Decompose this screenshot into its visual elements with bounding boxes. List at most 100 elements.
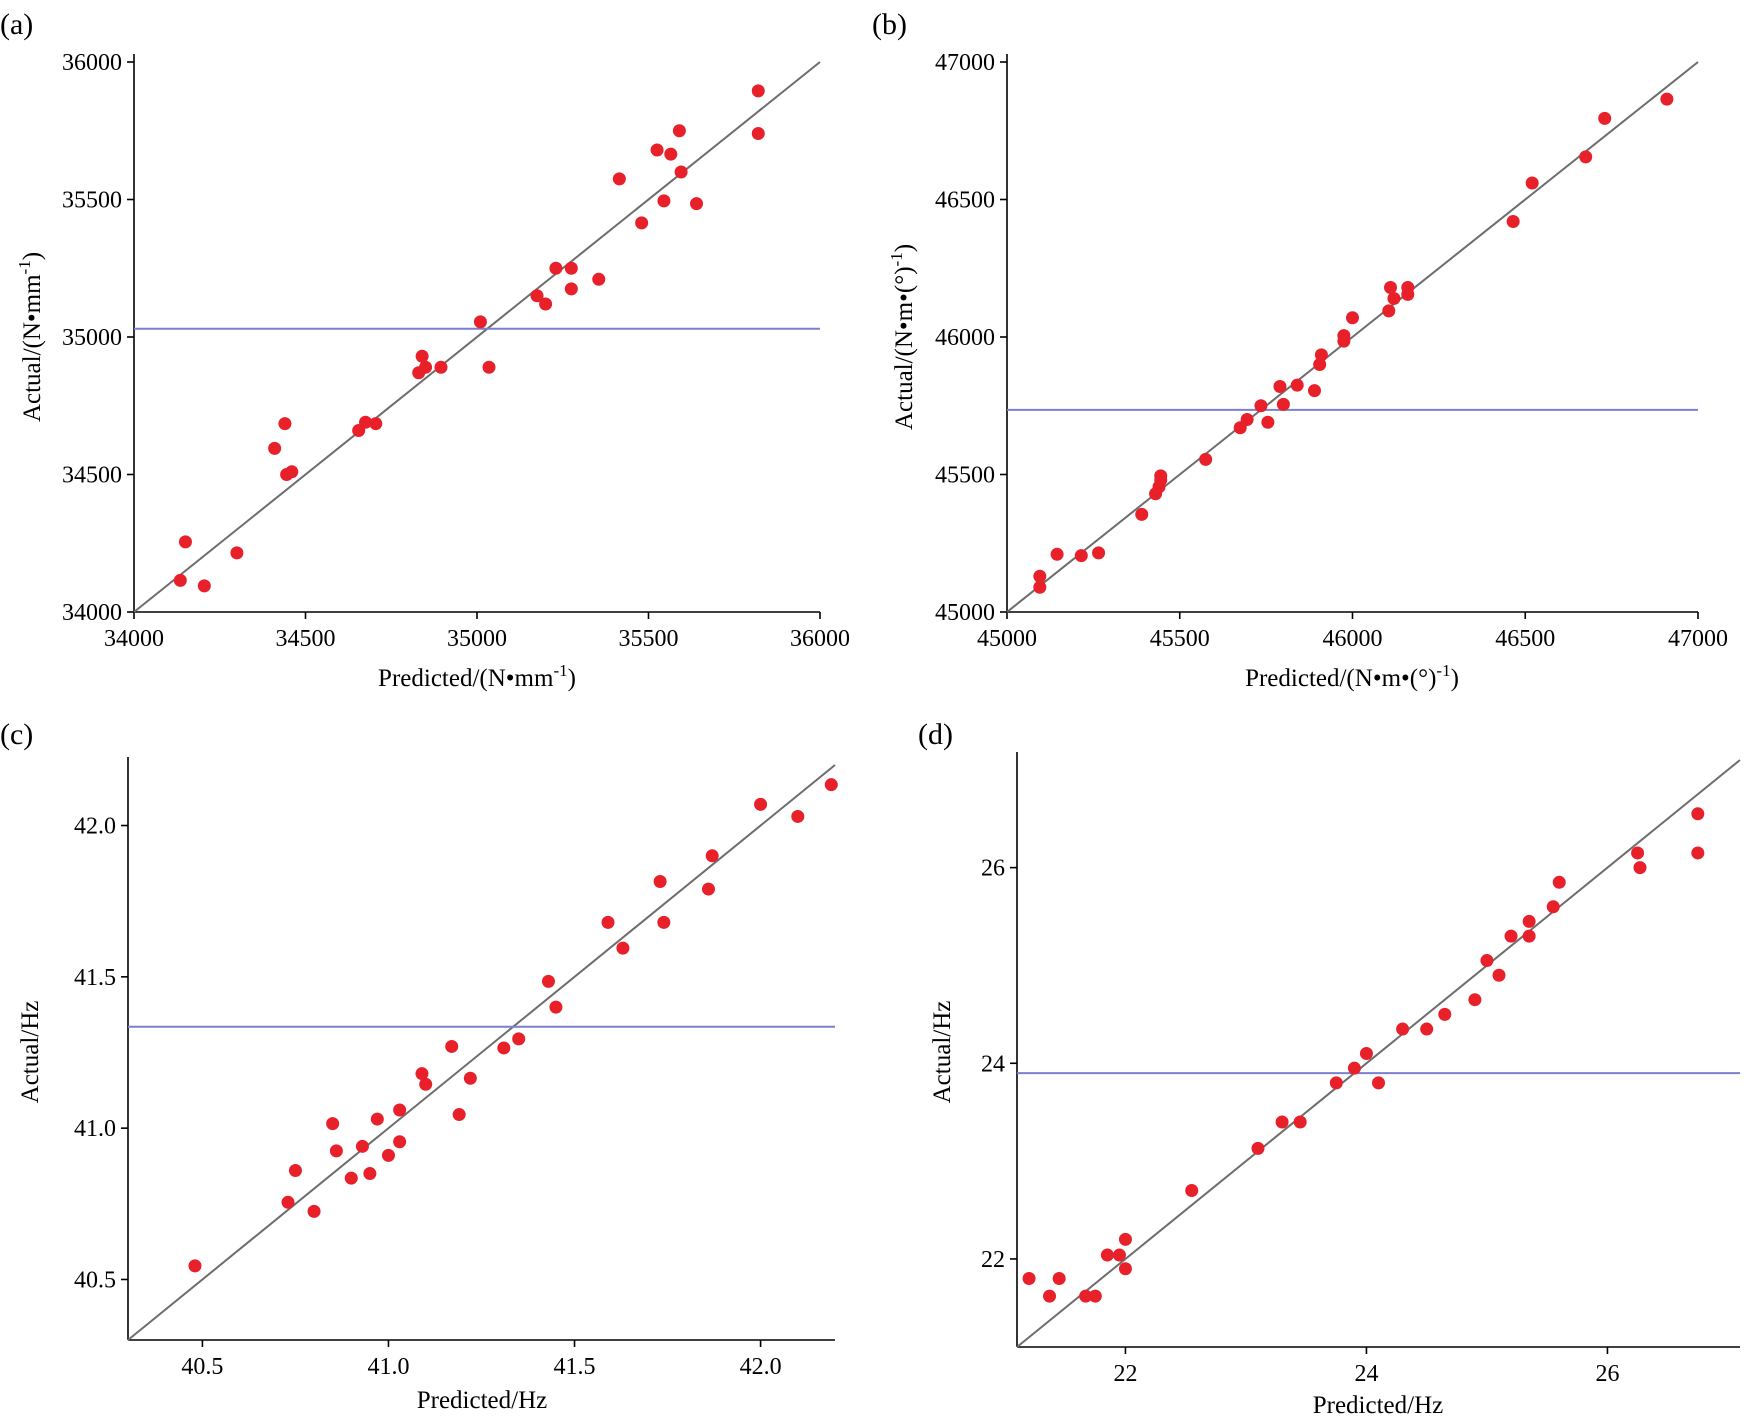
panel-a-data-point: [419, 360, 433, 374]
panel-a-data-point: [415, 349, 429, 363]
panel-d-data-point: [1372, 1076, 1385, 1090]
panel-a: (a) 34000 34500 35000 35500 36000 34000 34500 35…: [0, 8, 850, 692]
panel-d-data-point: [1633, 861, 1647, 875]
panel-b-y-tick-label: 46500: [935, 188, 995, 214]
panel-c-data-point: [363, 1167, 377, 1181]
panel-c-data-point: [657, 915, 671, 929]
panel-d-data-point: [1088, 1289, 1102, 1303]
panel-b-data-point: [1337, 329, 1351, 343]
panel-b-x-axis-label: Predicted/(N•m•(°)-1): [1245, 661, 1459, 692]
panel-a-y-axis-label-superscript: -1: [15, 260, 34, 274]
panel-c-data-point: [381, 1148, 395, 1162]
panel-d-data-point: [1052, 1272, 1066, 1286]
panel-b-fit-line: [1006, 61, 1699, 613]
panel-d: (d) 22 24 26 22 24 26 Predicted/Hz Actual/Hz: [918, 718, 1741, 1419]
panel-d-data-point: [1492, 968, 1506, 982]
panel-a-data-point: [674, 165, 688, 179]
panel-a-data-point: [230, 546, 244, 560]
panel-a-y-tick-label: 36000: [62, 50, 122, 76]
panel-c-data-point: [497, 1041, 511, 1055]
panel-b-data-point: [1033, 569, 1047, 583]
panel-b-data-point: [1199, 452, 1213, 466]
panel-b-y-axis-label-text: Actual/(N•m•(°): [891, 266, 918, 430]
panel-c-data-point: [463, 1071, 477, 1085]
panel-d-data-point: [1043, 1289, 1057, 1303]
panel-c-data-point: [419, 1077, 433, 1091]
panel-b-y-tick-label: 46000: [935, 325, 995, 351]
panel-a-y-axis-label-text: Actual/(N•mm: [19, 274, 46, 422]
panel-c-y-tick-label: 41.5: [74, 965, 116, 991]
panel-b-data-point: [1382, 304, 1396, 318]
panel-c-y-tick-label: 42.0: [74, 814, 116, 840]
panel-d-y-tick-label: 26: [981, 856, 1005, 882]
panel-c-x-axis-label: Predicted/Hz: [417, 1387, 548, 1414]
panel-b-data-point: [1384, 281, 1398, 294]
panel-b-data-point: [1261, 415, 1275, 429]
panel-c: (c) 40.5 41.0 41.5 42.0 40.5 41.0 41.5 42.0 Predi…: [0, 718, 838, 1414]
panel-b-y-axis-label-superscript: -1: [887, 252, 906, 266]
panel-d-data-point: [1275, 1115, 1289, 1129]
panel-a-fit-line: [133, 61, 821, 613]
panel-a-x-tick-label: 36000: [790, 626, 850, 652]
panel-d-y-axis-label-text: Actual/Hz: [929, 1001, 956, 1104]
panel-d-data-point: [1112, 1248, 1126, 1262]
panel-b-data-point: [1579, 150, 1593, 164]
panel-c-x-tick-label: 40.5: [181, 1354, 223, 1380]
panel-c-data-point: [445, 1039, 459, 1053]
panel-a-x-tick-label: 34000: [104, 626, 164, 652]
panel-a-data-point: [690, 197, 704, 211]
panel-d-data-point: [1420, 1022, 1434, 1036]
panel-b-x-axis-label-text: Predicted/(N•m•(°): [1245, 665, 1436, 692]
panel-b-data-point: [1273, 380, 1287, 393]
panel-c-fit-line: [127, 764, 836, 1341]
panel-a-data-point: [650, 143, 664, 157]
panel-d-data-point: [1631, 846, 1645, 860]
panel-a-data-point: [549, 261, 563, 275]
panel-d-data-point: [1118, 1262, 1132, 1276]
panel-c-data-point: [415, 1067, 429, 1081]
panel-a-y-tick-label: 34000: [62, 600, 122, 626]
panel-c-data-point: [188, 1259, 202, 1273]
panel-c-x-tick-label: 42.0: [740, 1354, 782, 1380]
panel-c-data-point: [370, 1112, 384, 1126]
panel-c-data-point: [281, 1195, 295, 1209]
panel-b-data-point: [1525, 176, 1539, 190]
panel-c-data-point: [307, 1204, 321, 1218]
panel-d-data-point: [1347, 1061, 1361, 1075]
panel-d-y-tick-label: 22: [981, 1247, 1005, 1273]
panel-b-data-point: [1314, 348, 1328, 362]
panel-c-x-tick-label: 41.0: [367, 1354, 409, 1380]
panel-a-data-point: [285, 465, 299, 479]
panel-c-data-point: [705, 849, 719, 863]
panel-b-x-tick-label: 45000: [977, 626, 1037, 652]
panel-b-y-tick-label: 45500: [935, 463, 995, 489]
panel-d-data-point: [1185, 1183, 1199, 1197]
panel-b-label: (b): [872, 8, 907, 41]
panel-b-x-axis-label-superscript: -1: [1436, 661, 1450, 680]
panel-b-data-point: [1135, 507, 1149, 521]
panel-a-data-point: [473, 315, 487, 329]
panel-d-data-point: [1251, 1141, 1265, 1155]
panel-c-y-tick-label: 41.0: [74, 1116, 116, 1142]
panel-b-data-point: [1598, 111, 1612, 125]
panel-a-data-point: [268, 441, 282, 455]
panel-a-data-point: [197, 579, 211, 593]
panel-b-data-point: [1290, 378, 1304, 392]
panel-a-data-point: [635, 216, 649, 230]
panel-a-data-point: [482, 360, 496, 374]
panel-b-data-point: [1050, 547, 1064, 561]
panel-a-data-point: [564, 282, 578, 296]
panel-b-x-tick-label: 46500: [1495, 626, 1555, 652]
panel-d-x-axis-label: Predicted/Hz: [1313, 1392, 1444, 1419]
panel-b-y-axis-label: Actual/(N•m•(°)-1): [887, 244, 918, 430]
panel-c-data-point: [601, 915, 615, 929]
panel-b-data-point: [1506, 215, 1520, 228]
panel-b-data-point: [1154, 469, 1168, 483]
panel-d-data-point: [1504, 929, 1518, 943]
panel-d-data-point: [1546, 900, 1560, 914]
panel-d-x-tick-label: 22: [1113, 1361, 1137, 1387]
panel-a-x-axis-label: Predicted/(N•mm-1): [378, 661, 576, 692]
panel-d-data-point: [1691, 846, 1705, 860]
panel-c-data-point: [329, 1144, 343, 1158]
panel-d-fit-line: [1016, 759, 1741, 1348]
